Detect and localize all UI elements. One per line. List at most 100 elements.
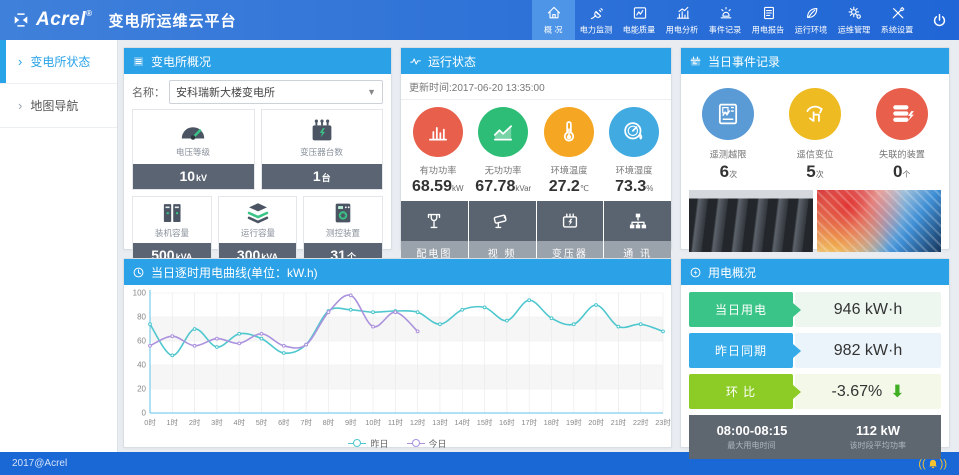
svg-text:0时: 0时 — [144, 418, 156, 427]
event-value: 6次 — [719, 162, 738, 181]
event-value: 0个 — [892, 162, 911, 181]
legend-item[interactable]: 昨日 — [348, 437, 389, 450]
nav-item-power-quality[interactable]: 电能质量 — [618, 0, 661, 40]
event-label: 遥测越限 — [709, 150, 747, 161]
chevron-right-icon: › — [18, 54, 23, 69]
metric-ambient-temperature: 环境温度 27.2℃ — [536, 107, 602, 196]
event-label: 失联的装置 — [878, 150, 925, 161]
nav-item-power-monitor[interactable]: 电力监测 — [575, 0, 618, 40]
event-value: 5次 — [806, 162, 824, 181]
power-icon — [931, 12, 948, 29]
nav-label: 概 况 — [544, 24, 563, 34]
svg-text:4时: 4时 — [233, 418, 245, 427]
svg-text:3时: 3时 — [211, 418, 223, 427]
usage-line-chart: 0 20 40 60 80 100 0时 1时 2时 3时 4时 5时 6时 7时 8时 9时 10时 11时 12… — [133, 289, 672, 427]
nav-item-overview[interactable]: 概 况 — [532, 0, 575, 40]
brand: Acrel® 变电所运维云平台 — [0, 9, 236, 31]
svg-text:12时: 12时 — [410, 418, 426, 427]
top-header: Acrel® 变电所运维云平台 概 况 电力监测 电能质量 用电分析 事件记录 … — [0, 0, 959, 40]
event-label: 遥信变位 — [796, 150, 834, 161]
sidebar-item-map-navigation[interactable]: › 地图导航 — [0, 84, 117, 128]
usage-row-ratio: 环 比 -3.67% ⬇ — [689, 374, 941, 409]
metric-value: 68.59kW — [411, 178, 464, 195]
layers-icon — [245, 202, 271, 224]
usage-row-label: 环 比 — [689, 374, 801, 409]
usage-row-today: 当日用电 946 kW·h — [689, 292, 941, 327]
panel-title: 运行状态 — [428, 54, 477, 69]
svg-text:15时: 15时 — [477, 418, 493, 427]
metric-value: 27.2℃ — [548, 178, 589, 195]
event-signal-change: 遥信变位 5次 — [772, 88, 859, 182]
alarm-bell-icon[interactable]: (( )) — [918, 457, 947, 470]
svg-text:13时: 13时 — [432, 418, 448, 427]
clock-icon — [132, 266, 145, 279]
logout-power-button[interactable] — [919, 0, 959, 40]
bar-chart-icon — [675, 5, 691, 21]
legend-label: 昨日 — [370, 438, 389, 449]
power-usage-overview-panel: 用电概况 当日用电 946 kW·h 昨日同期 982 kW·h 环 比 -3.… — [680, 258, 950, 459]
svg-text:100: 100 — [133, 289, 147, 298]
svg-text:23时: 23时 — [655, 418, 671, 427]
power-bars-icon — [412, 107, 463, 157]
daily-events-panel: 当日事件记录 遥测越限 6次 遥信变位 5次 失联的装置 — [680, 47, 950, 252]
app-title: 变电所运维云平台 — [108, 12, 237, 30]
nav-item-ops-management[interactable]: 运维管理 — [833, 0, 876, 40]
stat-label: 电压等级 — [176, 147, 211, 157]
svg-text:8时: 8时 — [323, 418, 335, 427]
legend-marker-icon — [348, 439, 367, 447]
trend-icon — [478, 107, 529, 157]
main-content: 变电所概况 名称： 安科瑞新大楼变电所 ▼ — [118, 40, 959, 459]
svg-text:7时: 7时 — [300, 418, 312, 427]
svg-text:5时: 5时 — [256, 418, 268, 427]
legend-item[interactable]: 今日 — [406, 437, 447, 450]
sidebar-item-label: 变电所状态 — [30, 55, 91, 69]
gear-icon — [847, 5, 863, 21]
transformer-button[interactable]: 变压器 — [536, 201, 604, 264]
video-button[interactable]: 视 频 — [468, 201, 536, 264]
network-icon — [604, 201, 671, 241]
nav-item-event-log[interactable]: 事件记录 — [704, 0, 747, 40]
nav-label: 系统设置 — [881, 24, 914, 34]
stat-label: 装机容量 — [154, 228, 189, 238]
svg-text:9时: 9时 — [345, 418, 357, 427]
nav-item-environment[interactable]: 运行环境 — [790, 0, 833, 40]
distribution-diagram-button[interactable]: 配电图 — [401, 201, 468, 264]
camera-icon — [468, 201, 536, 241]
transformer-small-icon — [536, 201, 604, 241]
panel-title: 当日逐时用电曲线(单位：kW.h) — [151, 265, 318, 280]
activity-icon — [409, 55, 422, 68]
list-icon — [132, 55, 145, 68]
cabinet-icon — [159, 202, 185, 224]
nav-item-system-settings[interactable]: 系统设置 — [876, 0, 919, 40]
gauge-icon — [178, 117, 208, 143]
sidebar: › 变电所状态 › 地图导航 — [0, 40, 118, 452]
nav-item-usage-analysis[interactable]: 用电分析 — [661, 0, 704, 40]
svg-text:40: 40 — [137, 361, 146, 370]
metric-value: 67.78kVar — [475, 178, 532, 195]
chevron-right-icon: › — [18, 98, 23, 113]
metric-label: 无功功率 — [484, 166, 522, 177]
copyright: 2017@Acrel — [12, 458, 68, 469]
panel-title: 变电所概况 — [151, 54, 212, 69]
metric-reactive-power: 无功功率 67.78kVar — [471, 107, 537, 196]
nav-item-usage-report[interactable]: 用电报告 — [747, 0, 790, 40]
usage-row-label: 当日用电 — [689, 292, 801, 327]
metric-label: 有功功率 — [419, 166, 457, 177]
usage-footer: 08:00-08:15 最大用电时间 112 kW 该时段平均功率 — [689, 415, 941, 459]
sidebar-item-substation-status[interactable]: › 变电所状态 — [0, 40, 117, 84]
thermometer-icon — [543, 107, 594, 157]
station-select[interactable]: 安科瑞新大楼变电所 ▼ — [169, 80, 383, 104]
usage-row-value: -3.67% ⬇ — [795, 374, 941, 409]
nav-label: 电力监测 — [580, 24, 613, 34]
chart-legend[interactable]: 昨日 今日 — [124, 434, 671, 452]
usage-row-value: 982 kW·h — [795, 333, 941, 368]
legend-label: 今日 — [428, 438, 447, 449]
substation-overview-panel: 变电所概况 名称： 安科瑞新大楼变电所 ▼ — [123, 47, 392, 269]
network-cables-photo — [817, 190, 941, 252]
station-select-value: 安科瑞新大楼变电所 — [176, 87, 275, 99]
communication-button[interactable]: 通 讯 — [604, 201, 671, 264]
event-offline-devices: 失联的装置 0个 — [858, 88, 945, 182]
stat-label: 测控装置 — [326, 228, 361, 238]
stat-label: 变压器台数 — [300, 147, 344, 157]
